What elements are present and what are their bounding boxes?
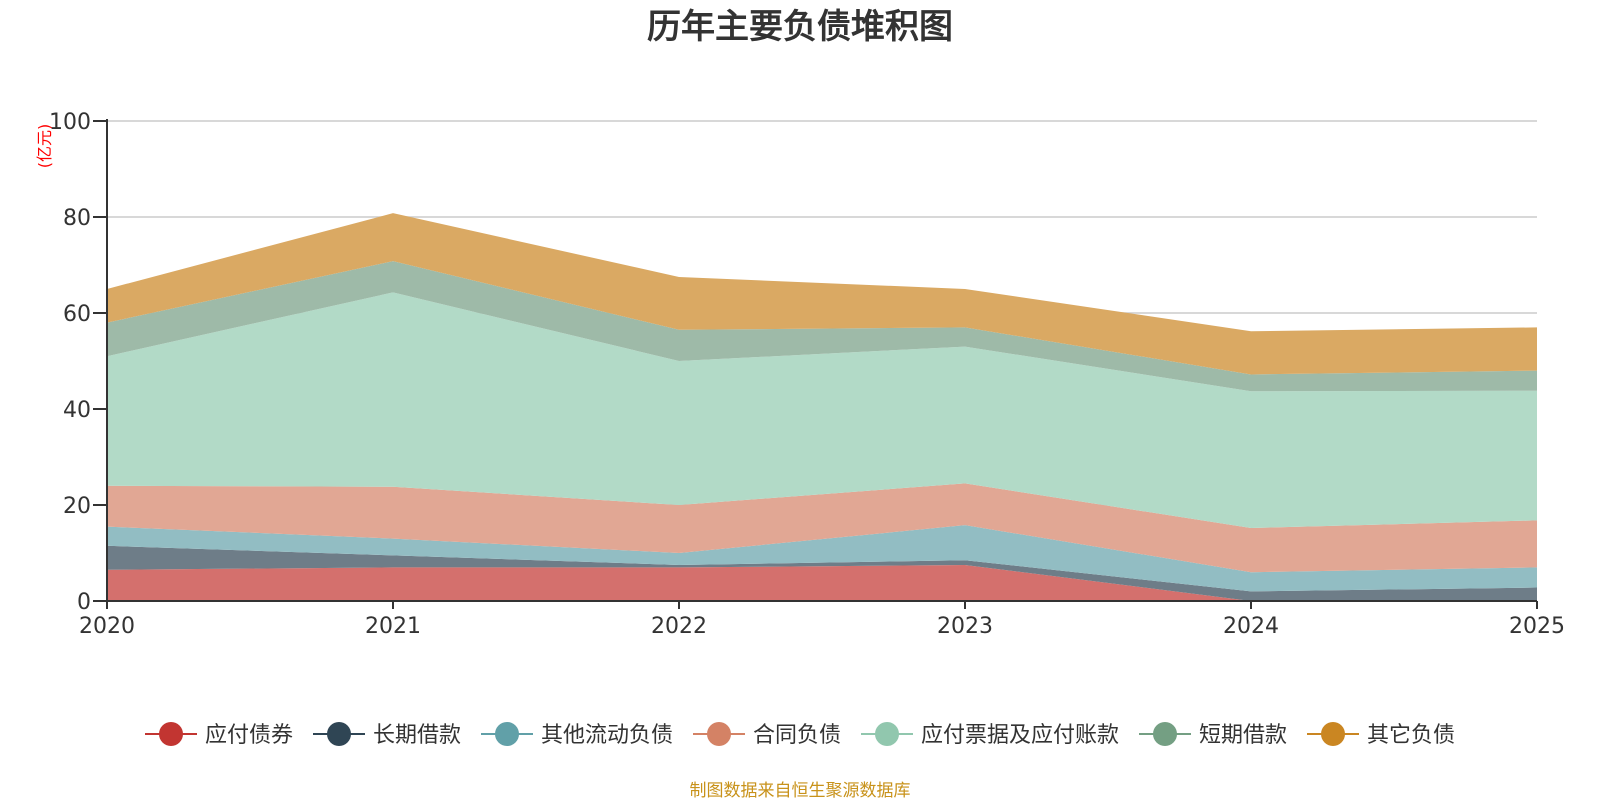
legend-label: 应付票据及应付账款	[921, 723, 1119, 748]
axes	[106, 119, 1537, 602]
area-series-7	[107, 213, 1537, 375]
area-series-4	[107, 483, 1537, 573]
x-axis-ticks: 2020 2021 2022 2023 2024 2025	[79, 601, 1565, 639]
x-tick-label: 2025	[1509, 614, 1565, 639]
legend-marker	[875, 722, 899, 746]
legend-marker	[707, 722, 731, 746]
y-tick-label: 0	[77, 590, 91, 615]
area-series-2	[107, 545, 1537, 601]
legend-item-7[interactable]: 其它负债	[1307, 722, 1455, 748]
legend-item-4[interactable]: 合同负债	[693, 722, 841, 748]
legend-label: 合同负债	[753, 723, 841, 748]
legend-marker	[495, 722, 519, 746]
y-axis-unit: (亿元)	[35, 124, 54, 169]
area-series-6	[107, 261, 1537, 392]
area-series-5	[107, 292, 1537, 529]
legend-marker	[159, 722, 183, 746]
x-tick-label: 2023	[937, 614, 993, 639]
legend-item-5[interactable]: 应付票据及应付账款	[861, 722, 1119, 748]
legend-item-1[interactable]: 应付债券	[145, 722, 293, 748]
x-tick-label: 2024	[1223, 614, 1279, 639]
y-tick-label: 60	[63, 302, 91, 327]
legend-marker	[1321, 722, 1345, 746]
y-tick-label: 80	[63, 206, 91, 231]
legend-label: 短期借款	[1199, 723, 1287, 748]
legend-item-6[interactable]: 短期借款	[1139, 722, 1287, 748]
legend-item-2[interactable]: 长期借款	[313, 722, 461, 748]
area-series	[107, 213, 1537, 601]
legend-label: 长期借款	[373, 723, 461, 748]
y-tick-label: 100	[49, 110, 91, 135]
y-tick-label: 20	[63, 494, 91, 519]
x-tick-label: 2022	[651, 614, 707, 639]
legend-label: 应付债券	[205, 723, 293, 748]
area-series-3	[107, 525, 1537, 592]
legend: 应付债券 长期借款 其他流动负债 合同负债 应付票据及应付账款 短期借款 其它负债	[145, 722, 1455, 748]
source-note: 制图数据来自恒生聚源数据库	[690, 781, 911, 800]
y-axis-ticks: 0 20 40 60 80 100	[49, 110, 107, 615]
legend-marker	[327, 722, 351, 746]
x-tick-label: 2021	[365, 614, 421, 639]
legend-label: 其它负债	[1367, 723, 1455, 748]
x-tick-label: 2020	[79, 614, 135, 639]
legend-marker	[1153, 722, 1177, 746]
y-tick-label: 40	[63, 398, 91, 423]
legend-item-3[interactable]: 其他流动负债	[481, 722, 673, 748]
legend-label: 其他流动负债	[541, 723, 673, 748]
chart-title: 历年主要负债堆积图	[647, 7, 953, 47]
